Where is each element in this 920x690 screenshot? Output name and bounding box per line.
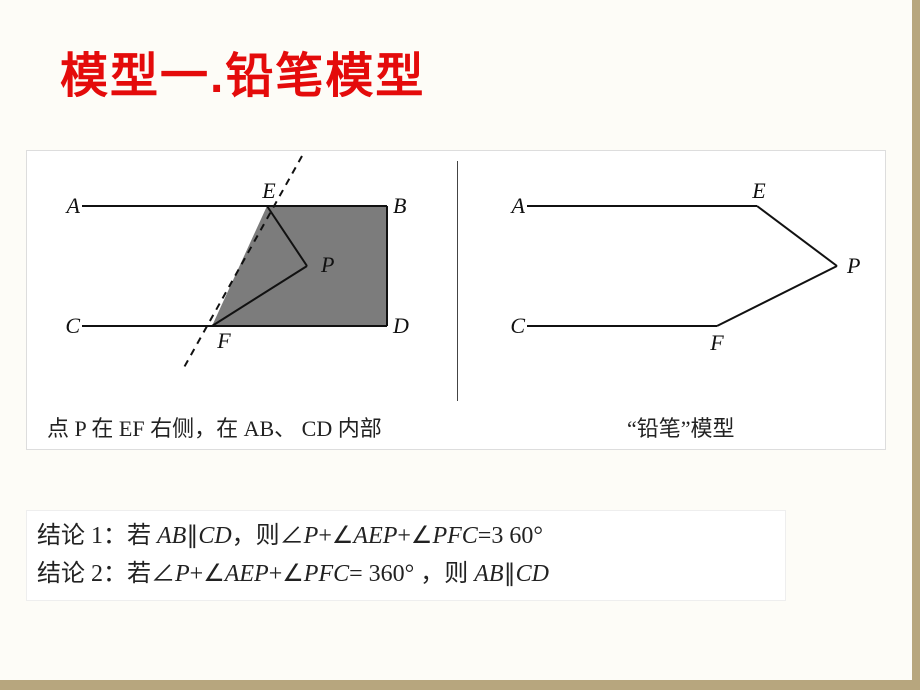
- c2-prefix: 结论 2：若∠: [37, 561, 175, 587]
- border-right: [912, 0, 920, 690]
- svg-text:D: D: [392, 313, 409, 338]
- right-figure: A E C F P: [467, 151, 887, 401]
- svg-text:A: A: [65, 193, 81, 218]
- svg-text:E: E: [751, 178, 766, 203]
- c1-plus1: +∠: [318, 523, 353, 549]
- svg-text:A: A: [510, 193, 526, 218]
- left-caption-text: 点 P 在 EF 右侧，在 AB、 CD 内部: [47, 416, 382, 441]
- c2-p: P: [175, 561, 190, 587]
- left-svg: A B C D E F P: [37, 151, 447, 401]
- c1-p: P: [304, 523, 319, 549]
- svg-text:C: C: [510, 313, 525, 338]
- c1-pfc: PFC: [432, 523, 477, 549]
- svg-text:F: F: [216, 328, 231, 353]
- right-svg: A E C F P: [467, 151, 887, 401]
- c2-plus1: +∠: [190, 561, 225, 587]
- c2-ab: AB: [474, 561, 503, 587]
- svg-text:F: F: [709, 330, 724, 355]
- svg-text:P: P: [320, 252, 334, 277]
- border-bottom: [0, 680, 920, 690]
- c1-eq: =3 60°: [478, 523, 543, 549]
- c2-aep: AEP: [225, 561, 269, 587]
- c1-prefix: 结论 1：若: [37, 523, 157, 549]
- figure-divider: [457, 161, 458, 401]
- c1-cd: CD: [198, 523, 231, 549]
- svg-text:P: P: [846, 253, 860, 278]
- conclusion-1: 结论 1：若 AB∥CD，则∠P+∠AEP+∠PFC=3 60°: [37, 517, 775, 555]
- c1-par: ∥: [186, 523, 198, 549]
- left-caption: 点 P 在 EF 右侧，在 AB、 CD 内部: [47, 411, 382, 443]
- c1-mid: ，则∠: [232, 523, 304, 549]
- svg-text:E: E: [261, 178, 276, 203]
- c1-plus2: +∠: [397, 523, 432, 549]
- figure-container: A B C D E F P 点 P 在 EF 右侧，在 AB、 CD 内部 A E C F P “铅…: [26, 150, 886, 450]
- c2-pfc: PFC: [304, 561, 349, 587]
- slide: 模型一.铅笔模型 ABCDEFP 点 P 在 EF 右侧，在 AB、 CD 内部…: [0, 0, 912, 680]
- c1-ab: AB: [157, 523, 186, 549]
- page-title: 模型一.铅笔模型: [60, 36, 425, 106]
- conclusion-2: 结论 2：若∠P+∠AEP+∠PFC= 360° ，则 AB∥CD: [37, 555, 775, 593]
- svg-text:C: C: [65, 313, 80, 338]
- c2-plus2: +∠: [269, 561, 304, 587]
- c2-par: ∥: [504, 561, 516, 587]
- c1-aep: AEP: [353, 523, 397, 549]
- right-caption: “铅笔”模型: [627, 411, 735, 443]
- conclusions: 结论 1：若 AB∥CD，则∠P+∠AEP+∠PFC=3 60° 结论 2：若∠…: [26, 510, 786, 601]
- c2-cd: CD: [516, 561, 549, 587]
- svg-text:B: B: [393, 193, 406, 218]
- right-caption-text: “铅笔”模型: [627, 416, 735, 441]
- c2-eq: = 360° ，则: [349, 561, 474, 587]
- left-figure: A B C D E F P: [37, 151, 447, 401]
